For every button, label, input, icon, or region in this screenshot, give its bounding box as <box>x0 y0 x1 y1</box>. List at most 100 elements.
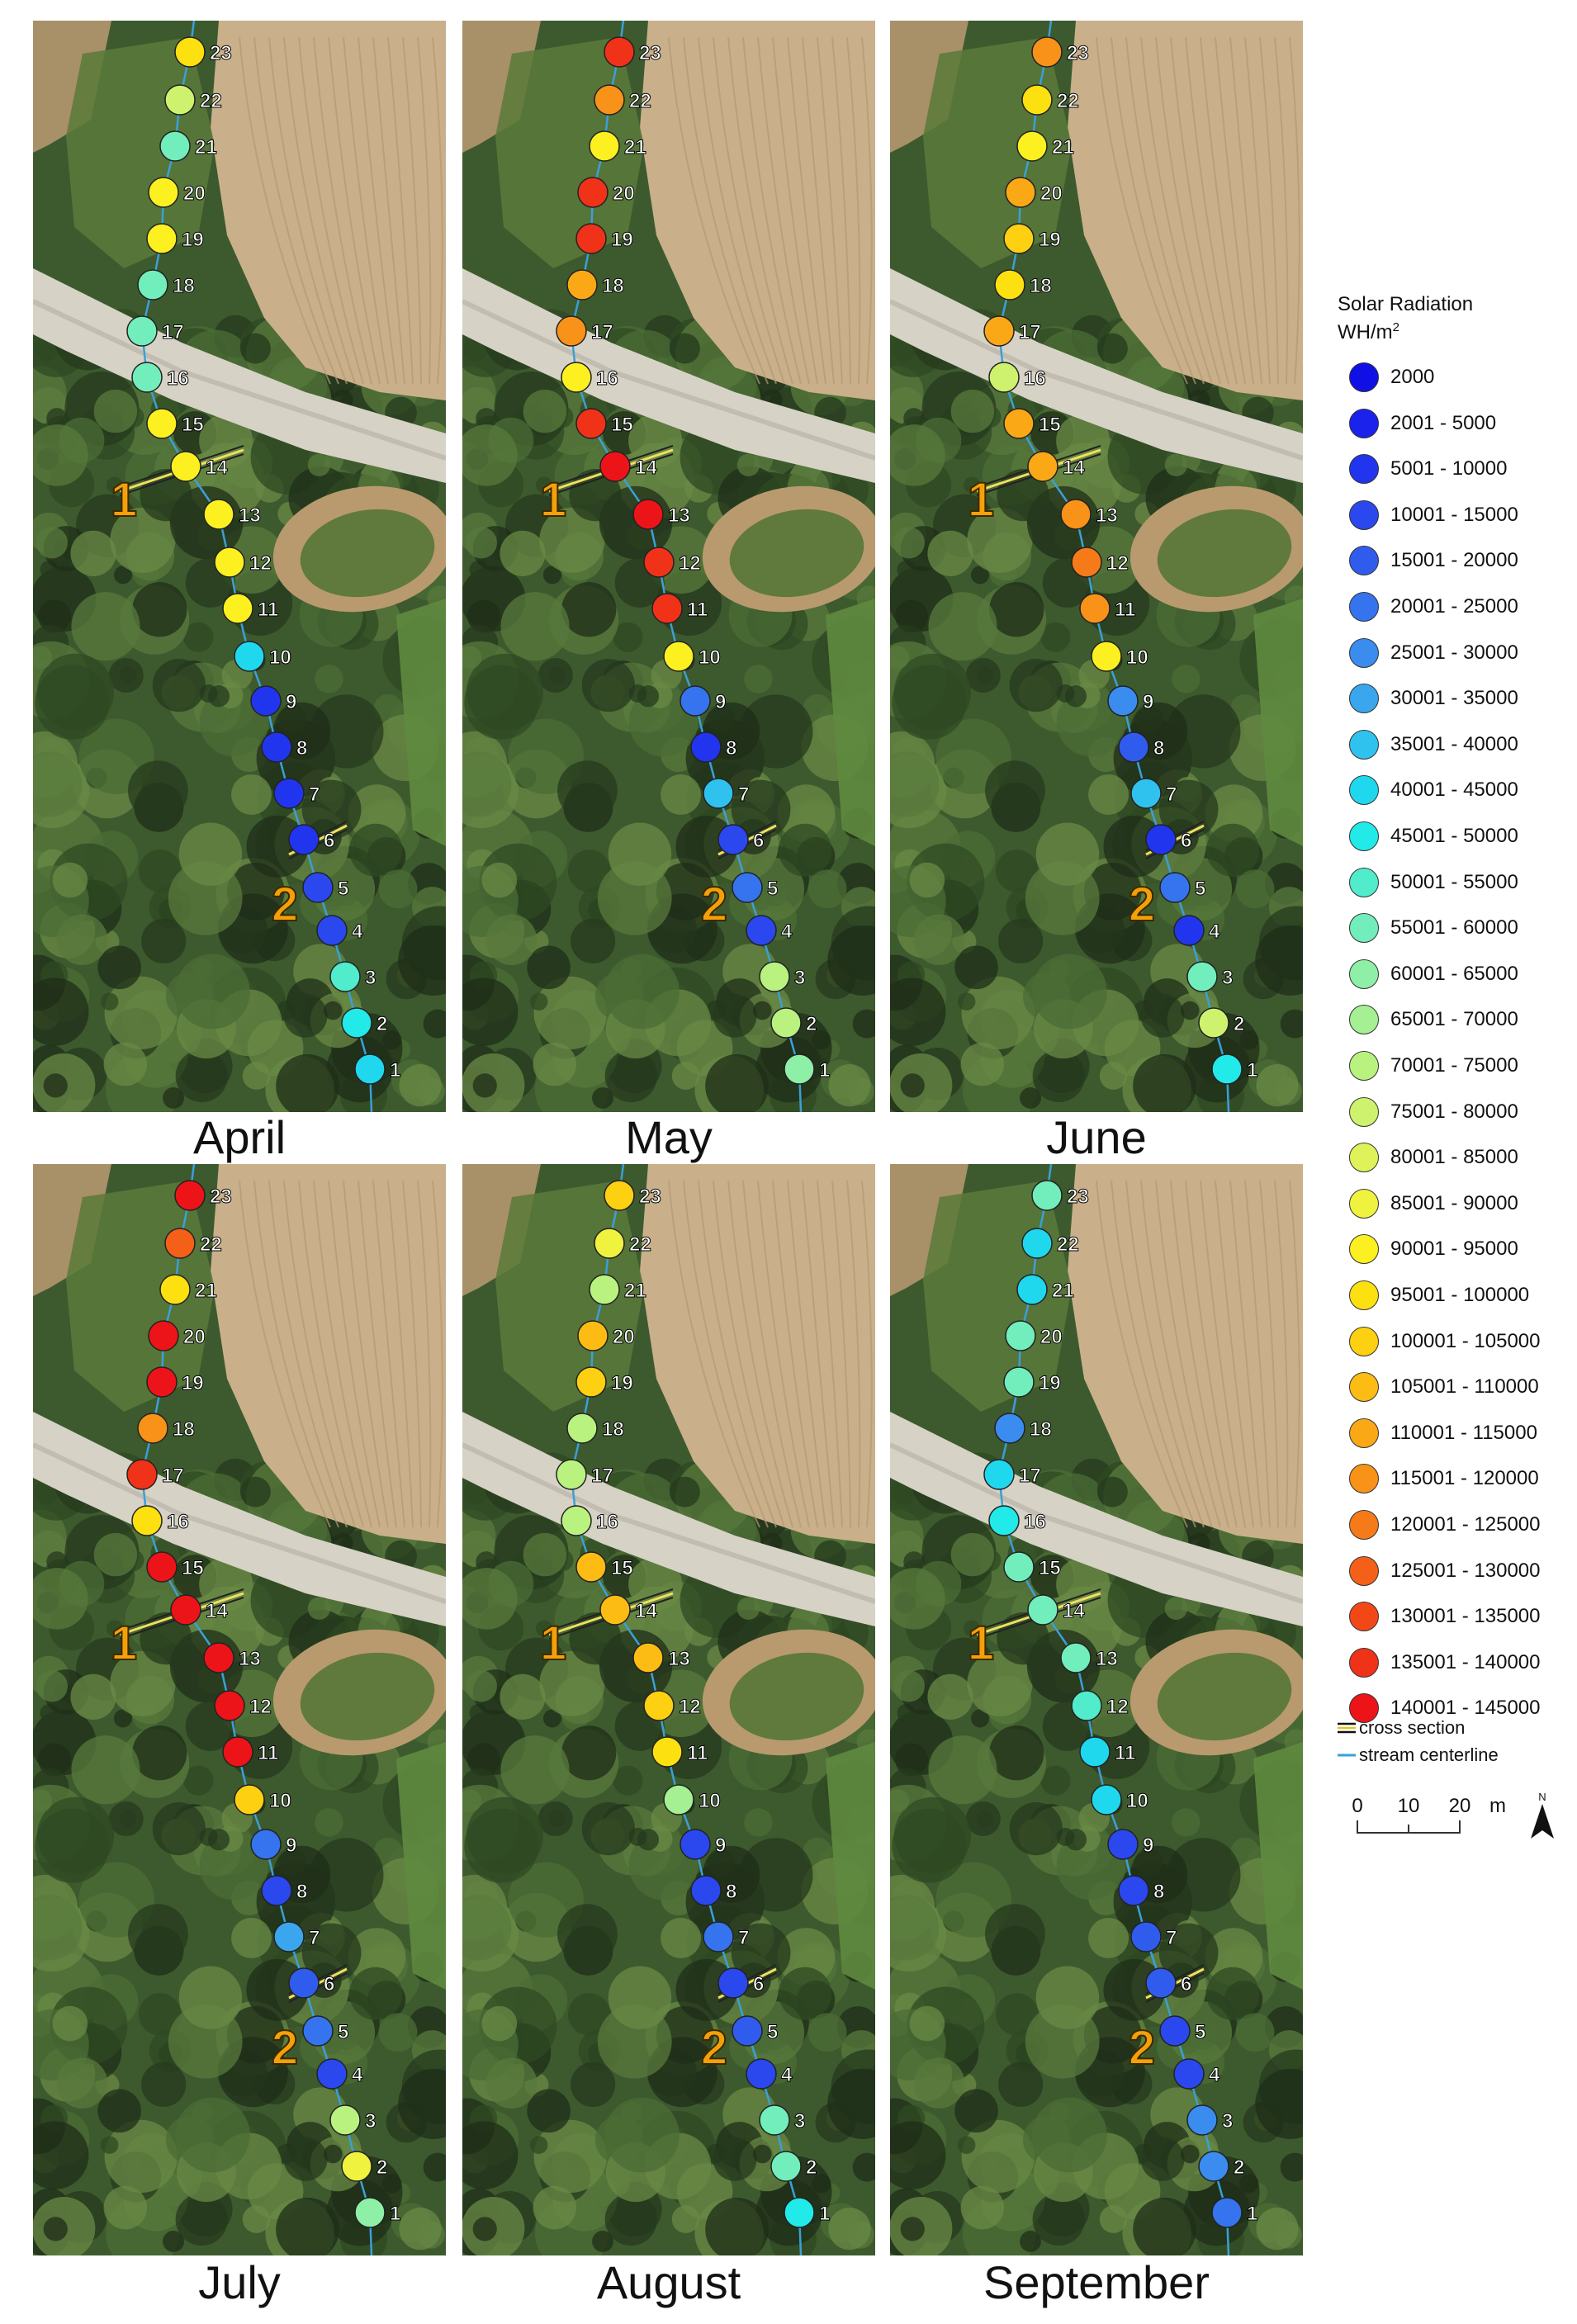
radiation-point: 11 <box>651 1736 708 1768</box>
radiation-point-marker <box>126 315 158 347</box>
radiation-point-label: 3 <box>1222 2110 1233 2132</box>
radiation-point-label: 12 <box>679 552 701 575</box>
radiation-point-marker <box>170 451 201 482</box>
radiation-point-marker <box>354 2197 386 2228</box>
legend-title-line1: Solar Radiation <box>1338 293 1474 315</box>
radiation-point-label: 11 <box>1115 1742 1135 1764</box>
radiation-point-label: 23 <box>210 1186 232 1208</box>
radiation-point: 18 <box>994 269 1052 301</box>
radiation-point-marker <box>1173 915 1205 946</box>
radiation-point-label: 20 <box>1040 1326 1063 1348</box>
legend-label: 2001 - 5000 <box>1390 411 1497 434</box>
radiation-point-label: 20 <box>613 182 635 205</box>
radiation-point: 2 <box>770 1007 817 1039</box>
radiation-point-marker <box>1107 1829 1139 1860</box>
radiation-point: 12 <box>214 547 272 578</box>
cross-section-label: 1 <box>111 1616 137 1670</box>
radiation-point-label: 16 <box>1024 1511 1046 1533</box>
legend-label: 45001 - 50000 <box>1390 825 1518 847</box>
radiation-point-marker <box>643 547 675 578</box>
radiation-point-label: 5 <box>767 878 778 900</box>
radiation-point: 19 <box>1003 223 1061 254</box>
radiation-point-label: 18 <box>602 275 624 297</box>
legend-swatch <box>1349 867 1379 897</box>
radiation-point-label: 7 <box>309 783 320 806</box>
radiation-point: 1 <box>784 1053 831 1085</box>
radiation-point: 12 <box>1071 1690 1129 1721</box>
legend-label: 85001 - 90000 <box>1390 1191 1518 1214</box>
radiation-point-label: 22 <box>1057 90 1079 112</box>
radiation-point: 18 <box>994 1413 1052 1444</box>
radiation-point-label: 22 <box>200 1233 222 1256</box>
radiation-point: 14 <box>170 451 229 482</box>
radiation-point-marker <box>1060 499 1092 530</box>
radiation-point-marker <box>1071 547 1102 578</box>
radiation-point-marker <box>561 362 592 393</box>
radiation-point-marker <box>594 84 625 116</box>
radiation-point-label: 23 <box>639 1186 661 1208</box>
radiation-point-marker <box>717 1967 749 1999</box>
scale-tick-0: 0 <box>1352 1795 1362 1817</box>
legend-swatch <box>1349 408 1379 438</box>
cross-section-label: 2 <box>272 878 298 931</box>
radiation-point: 6 <box>717 1967 765 1999</box>
legend-item: 115001 - 120000 <box>1349 1460 1539 1497</box>
radiation-point: 17 <box>126 1459 184 1490</box>
radiation-point-label: 15 <box>182 414 204 436</box>
radiation-point: 23 <box>1031 36 1089 68</box>
radiation-point-marker <box>746 2058 777 2090</box>
radiation-point: 7 <box>273 778 320 809</box>
radiation-point: 22 <box>1021 1228 1079 1259</box>
radiation-point-marker <box>1198 1007 1229 1039</box>
radiation-point-label: 12 <box>1106 552 1129 575</box>
radiation-point-marker <box>1005 1320 1036 1351</box>
legend-label: 140001 - 145000 <box>1390 1697 1541 1720</box>
radiation-point-label: 19 <box>1039 229 1061 251</box>
radiation-point-label: 14 <box>1063 1600 1085 1622</box>
radiation-point-marker <box>131 362 163 393</box>
radiation-point-label: 12 <box>1106 1696 1129 1718</box>
radiation-point: 1 <box>1211 1053 1258 1085</box>
radiation-point-marker <box>214 1690 245 1721</box>
map-panel-september: 1 2 1 2 3 4 5 6 7 8 9 10 11 12 13 14 15 16 17 18 19 20 21 22 23 <box>890 1164 1303 2255</box>
meadow-right <box>396 599 446 846</box>
radiation-point: 23 <box>1031 1180 1089 1211</box>
legend-swatch <box>1349 362 1379 392</box>
legend-item: 105001 - 110000 <box>1349 1369 1539 1405</box>
month-label-april: April <box>192 1111 287 1163</box>
radiation-point: 13 <box>203 499 261 530</box>
radiation-point-label: 20 <box>183 182 206 205</box>
radiation-point-marker <box>575 223 607 254</box>
radiation-point: 15 <box>146 1551 204 1583</box>
field-furrows <box>668 36 873 385</box>
legend-label: 10001 - 15000 <box>1390 503 1518 526</box>
legend-swatch <box>1349 454 1379 485</box>
road-track <box>890 299 1303 461</box>
radiation-point-label: 18 <box>602 1418 624 1441</box>
radiation-point-marker <box>604 36 635 68</box>
radiation-point-label: 9 <box>286 1834 296 1857</box>
legend-label: 25001 - 30000 <box>1390 641 1518 664</box>
radiation-point: 23 <box>604 36 661 68</box>
legend-item: 100001 - 105000 <box>1349 1323 1541 1360</box>
radiation-point-label: 8 <box>726 1881 736 1903</box>
legend-swatch <box>1349 1418 1379 1448</box>
radiation-point-label: 5 <box>338 878 348 900</box>
radiation-point-marker <box>164 1228 196 1259</box>
cross-section-label: 2 <box>1129 2021 1155 2075</box>
radiation-point-marker <box>1173 2058 1205 2090</box>
legend-swatch <box>1349 775 1379 806</box>
legend-swatch <box>1349 684 1379 714</box>
legend-item: 15001 - 20000 <box>1349 542 1518 579</box>
map-panel-may: 1 2 1 2 3 4 5 6 7 8 9 10 11 12 13 14 15 16 17 18 19 20 21 22 23 <box>462 21 875 1112</box>
radiation-point: 19 <box>1003 1366 1061 1398</box>
radiation-point: 1 <box>354 2197 401 2228</box>
cross-section-2: 2 <box>1128 1964 1205 2076</box>
radiation-point-marker <box>770 2151 802 2182</box>
radiation-point-marker <box>146 1366 178 1398</box>
radiation-point-marker <box>1003 1551 1035 1583</box>
radiation-point-label: 14 <box>1063 457 1085 479</box>
legend-item: 25001 - 30000 <box>1349 635 1518 671</box>
radiation-point: 10 <box>1091 641 1148 672</box>
radiation-point: 7 <box>1130 1921 1177 1952</box>
